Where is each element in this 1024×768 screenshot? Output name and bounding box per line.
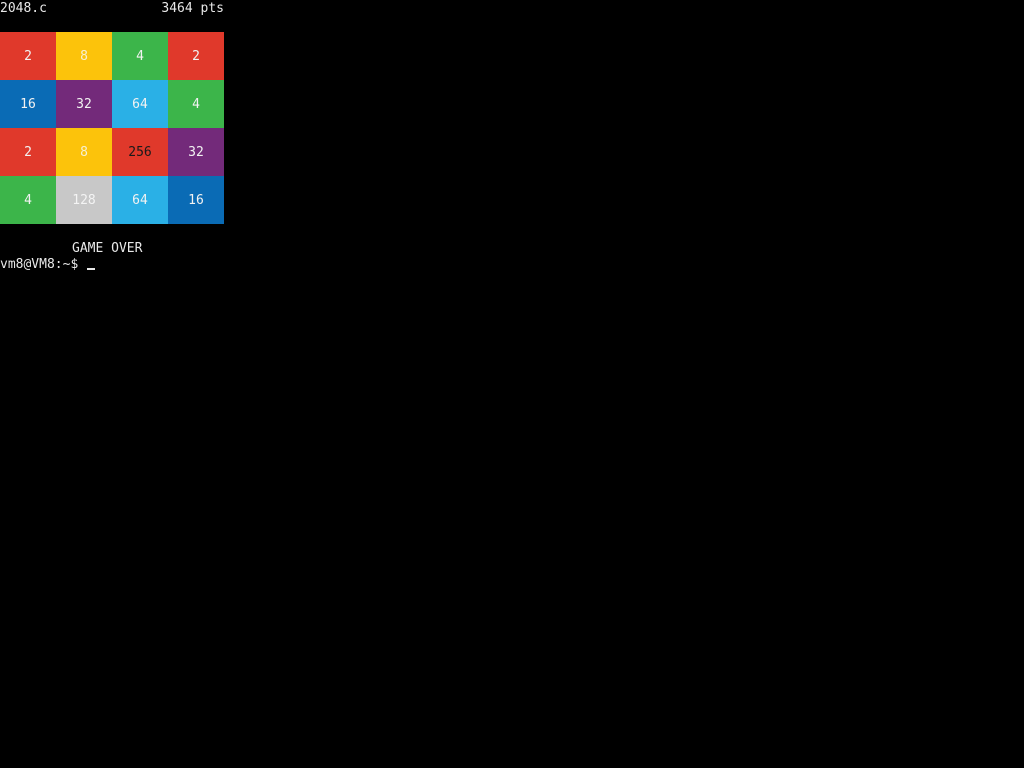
tile: 128	[56, 176, 112, 224]
tile: 16	[168, 176, 224, 224]
tile: 2	[0, 128, 56, 176]
terminal-prompt[interactable]: vm8@VM8:~$	[0, 257, 96, 273]
tile: 16	[0, 80, 56, 128]
tile: 64	[112, 176, 168, 224]
tile: 2	[0, 32, 56, 80]
game-over-message: GAME OVER	[72, 241, 143, 256]
text-cursor	[87, 268, 96, 270]
tile: 4	[0, 176, 56, 224]
tile: 256	[112, 128, 168, 176]
tile: 64	[112, 80, 168, 128]
tile: 4	[112, 32, 168, 80]
score-display: 3464 pts	[161, 1, 224, 16]
game-title: 2048.c	[0, 1, 47, 16]
tile: 32	[168, 128, 224, 176]
tile: 32	[56, 80, 112, 128]
prompt-text: vm8@VM8:~$	[0, 257, 87, 272]
tile: 8	[56, 128, 112, 176]
tile: 2	[168, 32, 224, 80]
tile: 4	[168, 80, 224, 128]
game-board: 2 8 4 2 16 32 64 4 2 8 256 32 4 128 64 16	[0, 32, 224, 224]
tile: 8	[56, 32, 112, 80]
